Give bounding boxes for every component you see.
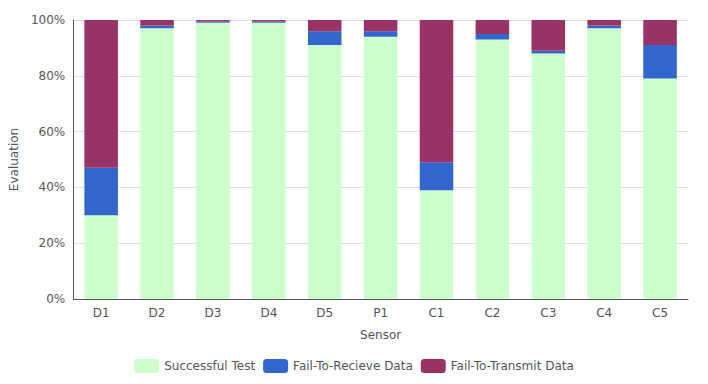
svg-text:20%: 20% (39, 236, 66, 250)
svg-text:40%: 40% (39, 180, 66, 194)
svg-text:C2: C2 (484, 306, 500, 320)
svg-text:0%: 0% (46, 292, 65, 306)
svg-text:C3: C3 (540, 306, 556, 320)
svg-text:D1: D1 (93, 306, 110, 320)
svg-text:100%: 100% (31, 13, 65, 27)
svg-text:Successful Test: Successful Test (164, 359, 255, 373)
svg-text:D5: D5 (316, 306, 333, 320)
svg-text:D2: D2 (149, 306, 166, 320)
svg-text:P1: P1 (373, 306, 388, 320)
svg-text:60%: 60% (39, 125, 66, 139)
svg-text:Sensor: Sensor (360, 328, 401, 342)
svg-text:C1: C1 (428, 306, 444, 320)
svg-text:D4: D4 (260, 306, 277, 320)
svg-text:C5: C5 (652, 306, 668, 320)
svg-text:D3: D3 (204, 306, 221, 320)
svg-text:Evaluation: Evaluation (7, 128, 21, 191)
svg-text:Fail-To-Recieve Data: Fail-To-Recieve Data (293, 359, 413, 373)
svg-text:C4: C4 (596, 306, 612, 320)
svg-text:Fail-To-Transmit Data: Fail-To-Transmit Data (451, 359, 574, 373)
svg-text:80%: 80% (39, 69, 66, 83)
